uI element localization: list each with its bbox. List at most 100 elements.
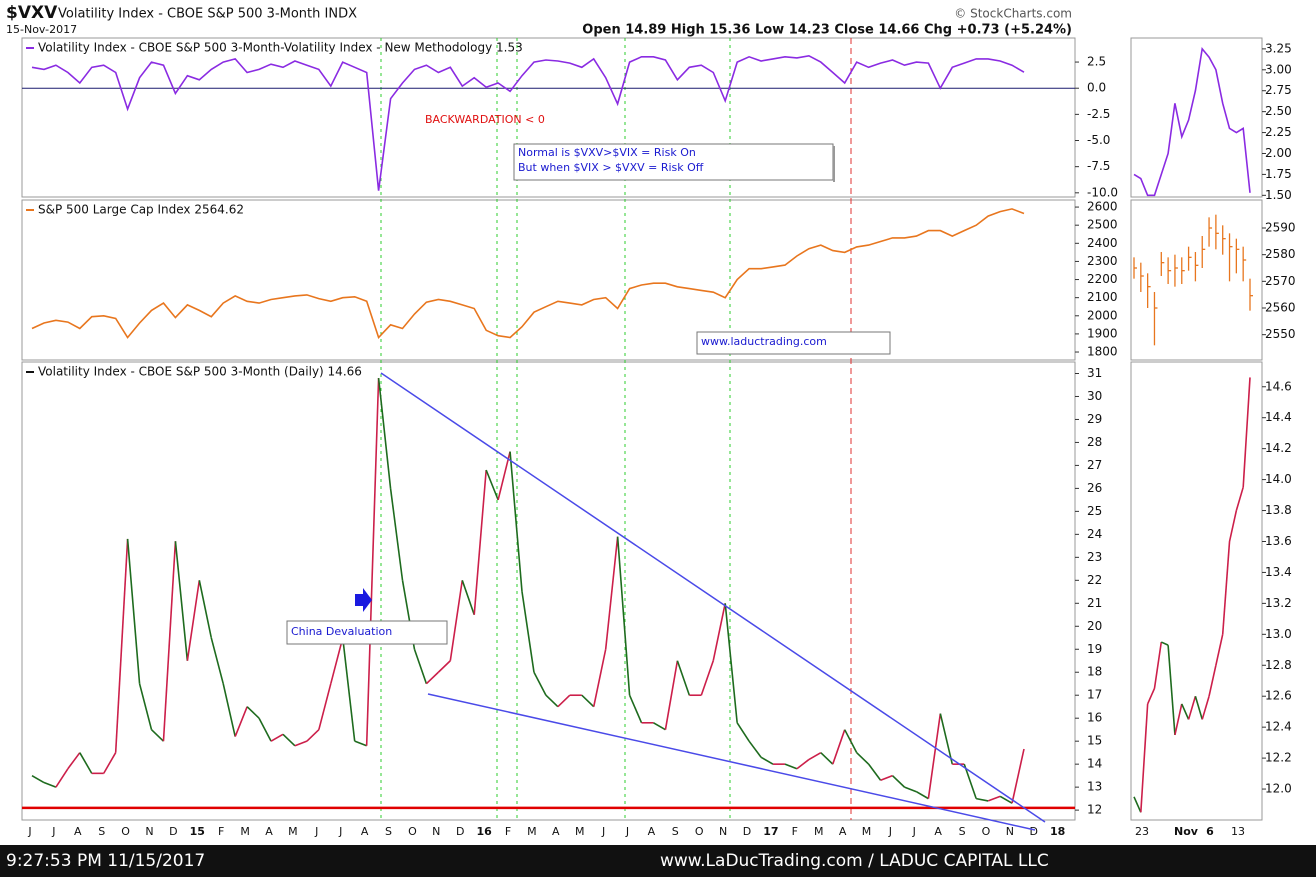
x-tick-label: 6 xyxy=(1206,825,1214,838)
x-tick-label: M xyxy=(240,825,250,838)
panel-frame xyxy=(21,361,1076,821)
y-tick-label: 30 xyxy=(1087,389,1102,403)
panel-frame xyxy=(1130,361,1263,821)
line-segment xyxy=(79,752,93,774)
y-tick-label: 2570 xyxy=(1265,274,1296,288)
y-tick-label: -2.5 xyxy=(1087,107,1110,121)
y-tick-label: 27 xyxy=(1087,458,1102,472)
line-segment xyxy=(1242,377,1251,488)
y-tick-label: 22 xyxy=(1087,573,1102,587)
line-segment xyxy=(126,538,141,684)
y-tick-label: 2560 xyxy=(1265,301,1296,315)
y-tick-label: 2590 xyxy=(1265,221,1296,235)
annotation: www.laductrading.com xyxy=(701,335,827,348)
y-tick-label: 2100 xyxy=(1087,290,1118,304)
line-segment xyxy=(509,451,523,592)
y-tick-label: 2500 xyxy=(1087,218,1118,232)
line-segment xyxy=(844,729,858,754)
line-segment xyxy=(1221,541,1231,635)
y-tick-label: 2600 xyxy=(1087,200,1118,214)
x-tick-label: F xyxy=(505,825,511,838)
line-segment xyxy=(138,683,153,730)
line-segment xyxy=(700,660,715,696)
x-tick-label: A xyxy=(839,825,847,838)
line-segment xyxy=(1146,688,1156,705)
y-tick-label: 13.2 xyxy=(1265,596,1292,610)
y-tick-label: 17 xyxy=(1087,688,1102,702)
line-segment xyxy=(1181,703,1190,720)
line xyxy=(1133,47,1251,197)
line-segment xyxy=(389,488,404,581)
line-segment xyxy=(712,603,726,661)
line-segment xyxy=(1187,695,1197,720)
x-tick-label: J xyxy=(625,825,629,838)
x-tick-label: Nov xyxy=(1174,825,1199,838)
y-tick-label: 16 xyxy=(1087,711,1102,725)
y-tick-label: 12.2 xyxy=(1265,751,1292,765)
y-tick-label: 12.6 xyxy=(1265,689,1292,703)
line-segment xyxy=(1235,487,1244,511)
line-segment xyxy=(330,637,344,684)
line-segment xyxy=(354,740,367,747)
line-segment xyxy=(592,649,607,707)
trendline xyxy=(380,372,1046,823)
line-segment xyxy=(1228,510,1238,542)
y-tick-label: 2400 xyxy=(1087,236,1118,250)
line-segment xyxy=(103,752,117,774)
x-tick-label: 18 xyxy=(1050,825,1065,838)
y-tick-label: -7.5 xyxy=(1087,159,1110,173)
line-segment xyxy=(557,694,571,708)
y-tick-label: 2.50 xyxy=(1265,104,1292,118)
line-segment xyxy=(1133,796,1142,813)
y-tick-label: 2550 xyxy=(1265,327,1296,341)
source: © StockCharts.com xyxy=(954,7,1072,21)
line-segment xyxy=(174,541,189,661)
y-tick-label: 2.5 xyxy=(1087,55,1106,69)
line-segment xyxy=(1011,748,1025,804)
x-tick-label: O xyxy=(695,825,704,838)
y-tick-label: 0.0 xyxy=(1087,81,1106,95)
event-lines xyxy=(380,38,852,820)
line-segment xyxy=(55,768,69,788)
line-segment xyxy=(437,660,451,673)
y-tick-label: 23 xyxy=(1087,550,1102,564)
y-tick-label: 2200 xyxy=(1087,272,1118,286)
x-tick-label: 17 xyxy=(763,825,778,838)
x-tick-label: J xyxy=(51,825,55,838)
x-tick-label: F xyxy=(792,825,798,838)
line-segment xyxy=(341,637,356,742)
x-tick-label: S xyxy=(98,825,105,838)
line-segment xyxy=(1194,695,1204,720)
line-segment xyxy=(927,713,942,799)
y-tick-label: 13.6 xyxy=(1265,534,1292,548)
line-segment xyxy=(976,797,989,802)
arrow xyxy=(355,588,372,612)
line-segment xyxy=(186,580,201,661)
legend-label: Volatility Index - CBOE S&P 500 3-Month … xyxy=(38,365,362,379)
x-tick-label: J xyxy=(338,825,342,838)
x-tick-label: D xyxy=(1030,825,1038,838)
line-segment xyxy=(664,660,679,730)
line-segment xyxy=(784,763,798,770)
line-segment xyxy=(581,694,595,708)
y-tick-label: 31 xyxy=(1087,366,1102,380)
line-segment xyxy=(987,795,1001,802)
y-tick-label: 14 xyxy=(1087,757,1102,771)
line-segment xyxy=(162,541,177,742)
footer-bar xyxy=(0,845,1316,877)
line-segment xyxy=(1167,645,1176,735)
line-segment xyxy=(461,580,475,616)
line-segment xyxy=(485,469,499,501)
line-segment xyxy=(234,706,248,737)
y-tick-label: 28 xyxy=(1087,435,1102,449)
y-tick-label: 13.0 xyxy=(1265,627,1292,641)
y-tick-label: 12 xyxy=(1087,803,1102,817)
x-tick-label: N xyxy=(432,825,440,838)
x-tick-label: M xyxy=(288,825,298,838)
credit: www.LaDucTrading.com / LADUC CAPITAL LLC xyxy=(660,851,1049,871)
line-segment xyxy=(999,795,1013,804)
line-segment xyxy=(1140,703,1149,813)
x-tick-label: S xyxy=(385,825,392,838)
x-tick-label: S xyxy=(959,825,966,838)
line-segment xyxy=(724,603,738,723)
